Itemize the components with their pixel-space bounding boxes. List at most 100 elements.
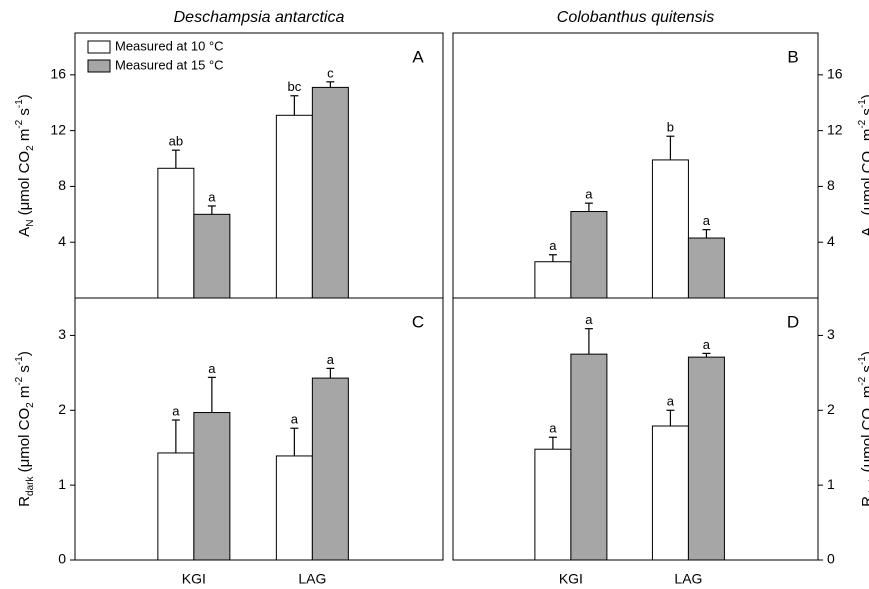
y-label-part: -1 <box>857 356 868 365</box>
bar <box>687 356 725 561</box>
y-label-part: N <box>25 220 36 227</box>
y-label-part: s <box>16 365 33 377</box>
panel-label: C <box>412 312 424 331</box>
panel-label: D <box>787 312 799 331</box>
y-label-part: m <box>859 129 869 146</box>
y-label-part: s <box>859 108 869 120</box>
y-label-part: -2 <box>14 376 25 385</box>
y-label-part: A <box>16 227 33 237</box>
panel-label: A <box>412 47 424 66</box>
y-label-part: -2 <box>14 119 25 128</box>
y-label-part: (μmol CO <box>859 408 869 477</box>
bar <box>311 86 349 299</box>
y-label-part: s <box>859 365 869 377</box>
bar <box>534 261 572 299</box>
significance-letter: a <box>549 421 557 436</box>
y-label-part: m <box>859 386 869 403</box>
x-tick-label: LAG <box>674 571 702 587</box>
y-label-part: ) <box>16 94 33 99</box>
y-tick-label: 16 <box>50 66 66 82</box>
y-label-part: R <box>16 496 33 507</box>
y-tick-label: 3 <box>58 326 66 342</box>
y-label-part: -1 <box>14 356 25 365</box>
bar <box>570 353 608 561</box>
significance-letter: a <box>703 213 711 228</box>
significance-letter: a <box>667 394 675 409</box>
y-tick-label: 12 <box>50 121 66 137</box>
y-label-part: ) <box>16 351 33 356</box>
panel-title: Colobanthus quitensis <box>557 9 714 26</box>
x-tick-label: KGI <box>559 571 583 587</box>
y-tick-label: 1 <box>827 476 835 492</box>
y-label-part: s <box>16 108 33 120</box>
y-axis-label: Rdark (μmol CO2 m-2 s-1) <box>14 351 36 507</box>
y-tick-label: 0 <box>58 551 66 567</box>
y-label-part: (μmol CO <box>859 151 869 220</box>
y-label-part: dark <box>25 476 36 496</box>
panel-frame <box>452 32 819 299</box>
y-label-part: R <box>859 496 869 507</box>
y-label-part: -1 <box>14 99 25 108</box>
bar <box>157 167 195 299</box>
y-axis-label: AN (μmol CO2 m-2 s-1) <box>857 94 869 237</box>
legend-swatch <box>87 40 111 54</box>
y-label-part: -2 <box>857 376 868 385</box>
legend-swatch <box>87 59 111 73</box>
bar <box>651 159 689 299</box>
y-label-part: m <box>16 129 33 146</box>
significance-letter: b <box>667 120 674 135</box>
y-tick-label: 16 <box>827 66 843 82</box>
y-tick-label: 2 <box>58 401 66 417</box>
bar <box>534 448 572 561</box>
significance-letter: a <box>549 238 557 253</box>
bar <box>651 425 689 561</box>
y-tick-label: 1 <box>58 476 66 492</box>
bar <box>275 114 313 299</box>
y-label-part: (μmol CO <box>16 151 33 220</box>
y-axis-label: AN (μmol CO2 m-2 s-1) <box>14 94 36 237</box>
y-label-part: ) <box>859 94 869 99</box>
y-label-part: (μmol CO <box>16 408 33 477</box>
significance-letter: a <box>585 187 593 202</box>
significance-letter: a <box>703 337 711 352</box>
significance-letter: a <box>208 361 216 376</box>
bar <box>570 211 608 299</box>
significance-letter: a <box>291 412 299 427</box>
significance-letter: a <box>327 352 335 367</box>
y-label-part: A <box>859 227 869 237</box>
panel-frame <box>74 297 444 561</box>
legend-label: Measured at 15 °C <box>115 57 224 72</box>
y-label-part: m <box>16 386 33 403</box>
y-tick-label: 12 <box>827 121 843 137</box>
y-label-part: -2 <box>857 119 868 128</box>
bar <box>687 237 725 299</box>
x-tick-label: LAG <box>298 571 326 587</box>
significance-letter: a <box>208 189 216 204</box>
panel-frame <box>452 297 819 561</box>
y-tick-label: 0 <box>827 551 835 567</box>
legend-label: Measured at 10 °C <box>115 38 224 53</box>
y-tick-label: 8 <box>58 177 66 193</box>
bar <box>193 412 231 561</box>
bar <box>193 213 231 299</box>
x-tick-label: KGI <box>182 571 206 587</box>
y-label-part: 2 <box>25 145 36 151</box>
significance-letter: c <box>327 65 334 80</box>
significance-letter: bc <box>287 79 301 94</box>
bar <box>157 452 195 561</box>
y-tick-label: 3 <box>827 326 835 342</box>
y-label-part: 2 <box>25 402 36 408</box>
panel-title: Deschampsia antarctica <box>174 9 345 26</box>
panel-frame <box>74 32 444 299</box>
y-tick-label: 4 <box>58 233 66 249</box>
y-label-part: -1 <box>857 99 868 108</box>
bar <box>311 377 349 561</box>
significance-letter: a <box>172 403 180 418</box>
panel-label: B <box>787 47 798 66</box>
y-tick-label: 2 <box>827 401 835 417</box>
y-tick-label: 8 <box>827 177 835 193</box>
y-label-part: ) <box>859 351 869 356</box>
bar <box>275 455 313 561</box>
y-tick-label: 4 <box>827 233 835 249</box>
